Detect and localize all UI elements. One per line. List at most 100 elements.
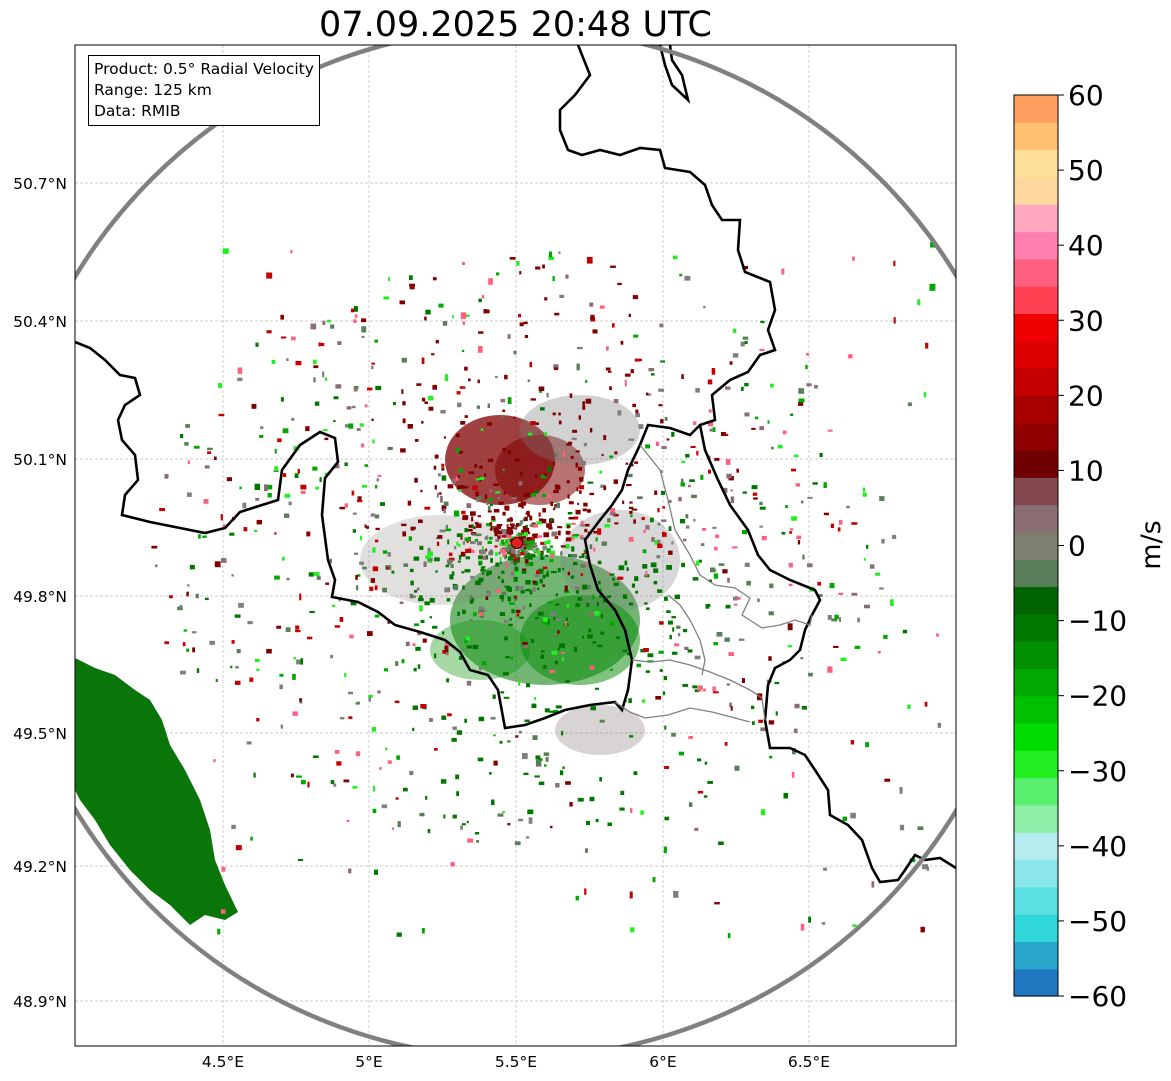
echo-pixel <box>469 595 472 600</box>
echo-pixel <box>637 358 642 362</box>
echo-pixel <box>467 838 474 843</box>
echo-pixel <box>271 359 276 365</box>
echo-pixel <box>598 580 601 585</box>
echo-pixel <box>537 611 544 616</box>
echo-pixel <box>300 490 306 494</box>
echo-pixel <box>184 442 189 446</box>
echo-pixel <box>372 566 379 572</box>
echo-pixel <box>525 525 528 529</box>
echo-pixel <box>343 779 350 783</box>
echo-pixel <box>434 557 440 562</box>
echo-pixel <box>520 502 526 506</box>
echo-pixel <box>478 298 482 303</box>
echo-pixel <box>559 643 565 649</box>
echo-pixel <box>753 497 758 500</box>
echo-pixel <box>707 781 713 784</box>
echo-pixel <box>582 584 588 590</box>
echo-pixel <box>254 529 258 532</box>
echo-pixel <box>501 591 507 595</box>
colorbar-tick-label: 10 <box>1068 454 1104 487</box>
echo-pixel <box>668 550 673 555</box>
echo-pixel <box>399 300 405 305</box>
echo-pixel <box>760 727 766 732</box>
echo-pixel <box>414 439 419 442</box>
echo-pixel <box>448 552 453 556</box>
echo-pixel <box>877 651 881 654</box>
echo-pixel <box>532 533 538 539</box>
echo-pixel <box>371 418 374 421</box>
echo-pixel <box>300 779 306 785</box>
colorbar-band <box>1014 777 1058 806</box>
echo-pixel <box>374 614 380 618</box>
echo-pixel <box>296 775 302 778</box>
echo-pixel <box>563 450 566 457</box>
echo-pixel <box>325 582 330 585</box>
echo-pixel <box>572 429 578 433</box>
echo-pixel <box>632 403 636 408</box>
echo-pixel <box>481 295 485 299</box>
echo-pixel <box>645 444 650 449</box>
echo-pixel <box>500 548 506 553</box>
echo-pixel <box>313 377 316 383</box>
colorbar-band <box>1014 340 1058 369</box>
echo-pixel <box>594 687 600 690</box>
echo-pixel <box>574 534 579 537</box>
echo-pixel <box>537 587 540 591</box>
echo-pixel <box>664 725 667 730</box>
echo-pixel <box>565 531 570 535</box>
echo-pixel <box>538 386 545 392</box>
echo-pixel <box>495 562 500 567</box>
echo-pixel <box>643 648 649 652</box>
echo-pixel <box>929 283 936 291</box>
echo-pixel <box>403 563 409 567</box>
echo-pixel <box>744 382 749 387</box>
echo-pixel <box>637 496 643 500</box>
echo-pixel <box>540 407 545 411</box>
echo-pixel <box>534 574 541 578</box>
echo-pixel <box>685 453 690 458</box>
echo-pixel <box>569 393 573 398</box>
echo-pixel <box>226 477 232 482</box>
echo-pixel <box>540 557 545 560</box>
echo-pixel <box>440 779 447 784</box>
echo-pixel <box>712 526 717 529</box>
echo-pixel <box>495 538 500 542</box>
echo-pixel <box>350 308 355 313</box>
echo-pixel <box>575 603 580 608</box>
echo-pixel <box>793 454 799 458</box>
echo-pixel <box>924 701 928 707</box>
echo-pixel <box>374 485 378 489</box>
echo-pixel <box>220 558 227 563</box>
echo-pixel <box>507 334 511 339</box>
echo-pixel <box>838 617 841 622</box>
echo-pixel <box>508 538 514 543</box>
echo-pixel <box>607 572 610 576</box>
echo-pixel <box>797 540 801 545</box>
echo-pixel <box>478 562 481 566</box>
province-borders <box>614 444 813 723</box>
echo-pixel <box>575 462 579 468</box>
echo-pixel <box>682 629 688 633</box>
echo-pixel <box>577 502 580 505</box>
echo-pixel <box>555 705 562 709</box>
echo-pixel <box>367 631 373 636</box>
echo-pixel <box>513 525 517 529</box>
echo-pixel <box>535 474 538 478</box>
echo-pixel <box>402 531 406 537</box>
echo-pixel <box>394 700 400 704</box>
echo-pixel <box>421 357 425 364</box>
echo-pixel <box>680 478 684 483</box>
echo-pixel <box>609 573 615 576</box>
echo-pixel <box>364 524 367 528</box>
echo-pixel <box>207 451 212 454</box>
echo-pixel <box>410 568 414 573</box>
echo-pixel <box>688 802 693 807</box>
echo-pixel <box>420 619 425 623</box>
echo-pixel <box>661 519 667 522</box>
echo-pixel <box>352 512 357 515</box>
echo-pixel <box>742 530 748 535</box>
echo-pixel <box>751 427 756 430</box>
echo-pixel <box>282 557 285 561</box>
echo-pixel <box>502 409 506 412</box>
